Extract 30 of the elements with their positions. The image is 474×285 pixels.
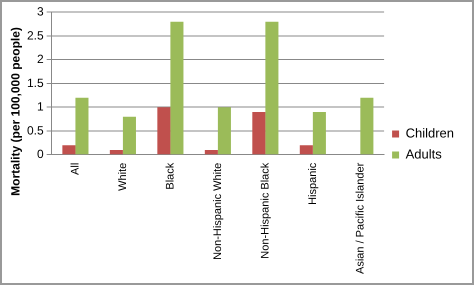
bar [157,107,170,154]
x-tick-label: Non-Hispanic Black [259,162,272,259]
bar [312,112,326,154]
y-tick-label: 0.5 [26,123,44,138]
bar [122,116,136,154]
y-tick-label: 0 [36,147,44,162]
y-axis-title: Mortality (per 100,000 people) [8,27,22,196]
y-tick-label: 1.5 [26,76,44,90]
bar [360,98,374,154]
bar [204,150,218,154]
bar [252,112,266,154]
bar [110,150,123,154]
bar [170,22,184,154]
x-tick-label: Asian / Pacific Islander [354,162,366,274]
bar [218,107,231,154]
x-tick-label: Non-Hispanic White [212,162,224,260]
legend-label: Adults [406,146,442,162]
x-tick-label: White [116,162,129,191]
y-tick-label: 2.5 [26,28,44,42]
y-tick-label: 1 [36,100,44,114]
legend-label: Children [406,126,454,141]
y-tick-label: 3 [36,4,44,19]
x-tick-label: All [69,162,82,175]
bar [300,145,313,154]
bar [265,22,278,154]
y-tick-label: 2 [36,52,44,66]
bar [75,98,88,154]
x-tick-label: Black [164,162,176,190]
x-tick-label: Hispanic [306,162,319,205]
bar [62,145,76,154]
